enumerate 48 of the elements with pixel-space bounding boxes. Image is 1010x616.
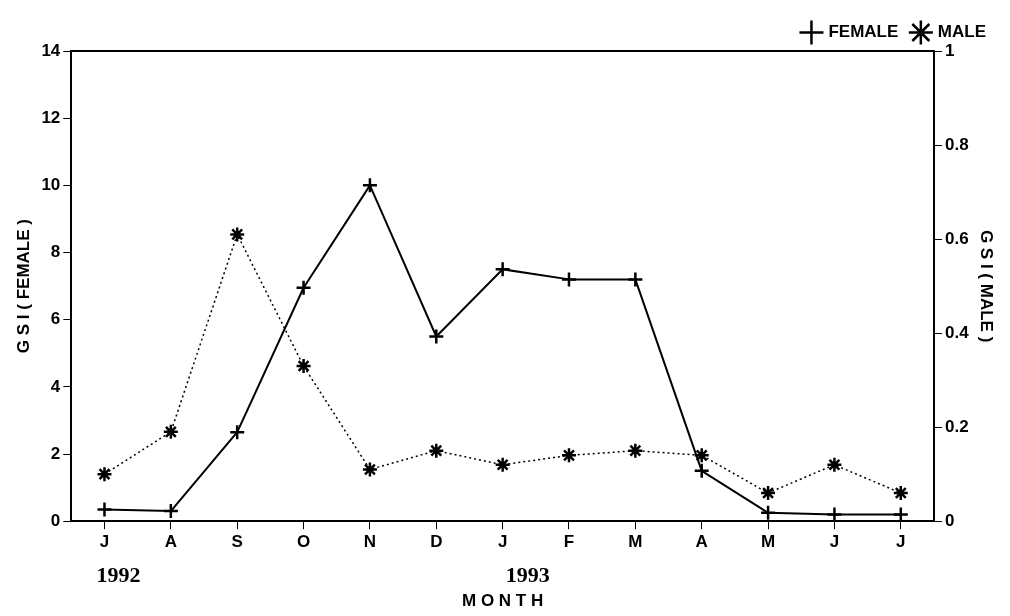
point <box>162 502 180 520</box>
point <box>759 484 777 502</box>
y-tick-label: 6 <box>50 309 61 329</box>
x-tick-label: S <box>231 532 243 552</box>
y-tick-label: 0 <box>50 510 61 530</box>
y2-tick-label: 0.2 <box>944 416 969 436</box>
y-tick-label: 12 <box>41 107 61 127</box>
y2-tick-label: 0.8 <box>944 134 969 154</box>
text: 1992 <box>96 561 141 587</box>
y2-axis-title: G S I ( MALE ) <box>977 229 997 343</box>
x-tick-label: D <box>430 532 443 552</box>
y2-tick-label: 0.4 <box>944 322 970 342</box>
x-tick-label: N <box>363 532 377 552</box>
y2-tick-label: 1 <box>944 40 955 60</box>
point <box>494 456 511 474</box>
point <box>162 423 180 441</box>
y2-tick-label: 0 <box>944 510 955 530</box>
point <box>892 484 910 502</box>
y-tick-label: 2 <box>50 443 61 463</box>
y-tick-label: 14 <box>41 40 61 60</box>
x-tick-label: O <box>296 532 311 552</box>
x-tick-label: J <box>99 532 110 552</box>
point <box>826 456 843 474</box>
x-tick-label: A <box>695 532 708 552</box>
x-tick-label: J <box>896 532 906 552</box>
x-tick-label: A <box>164 532 177 552</box>
legend-label: MALE <box>937 22 987 42</box>
point <box>560 447 578 464</box>
x-tick-label: M <box>628 532 643 552</box>
point <box>228 226 246 243</box>
point <box>428 442 445 459</box>
y-tick-label: 4 <box>50 376 61 396</box>
y-axis-title: G S I ( FEMALE ) <box>13 219 33 354</box>
x-tick-label: F <box>563 532 575 552</box>
x-axis-title: M O N T H <box>462 591 544 611</box>
x-tick-label: J <box>829 532 840 552</box>
y-tick-label: 10 <box>41 175 61 195</box>
legend-label: FEMALE <box>828 22 899 42</box>
point <box>361 461 379 478</box>
point <box>627 442 644 459</box>
x-tick-label: M <box>760 532 776 552</box>
y2-tick-label: 0.6 <box>944 228 969 248</box>
x-tick-label: J <box>497 532 508 552</box>
point <box>693 447 710 464</box>
point <box>96 465 113 483</box>
point <box>295 357 312 375</box>
text: 1993 <box>505 561 550 587</box>
y-tick-label: 8 <box>50 242 61 262</box>
